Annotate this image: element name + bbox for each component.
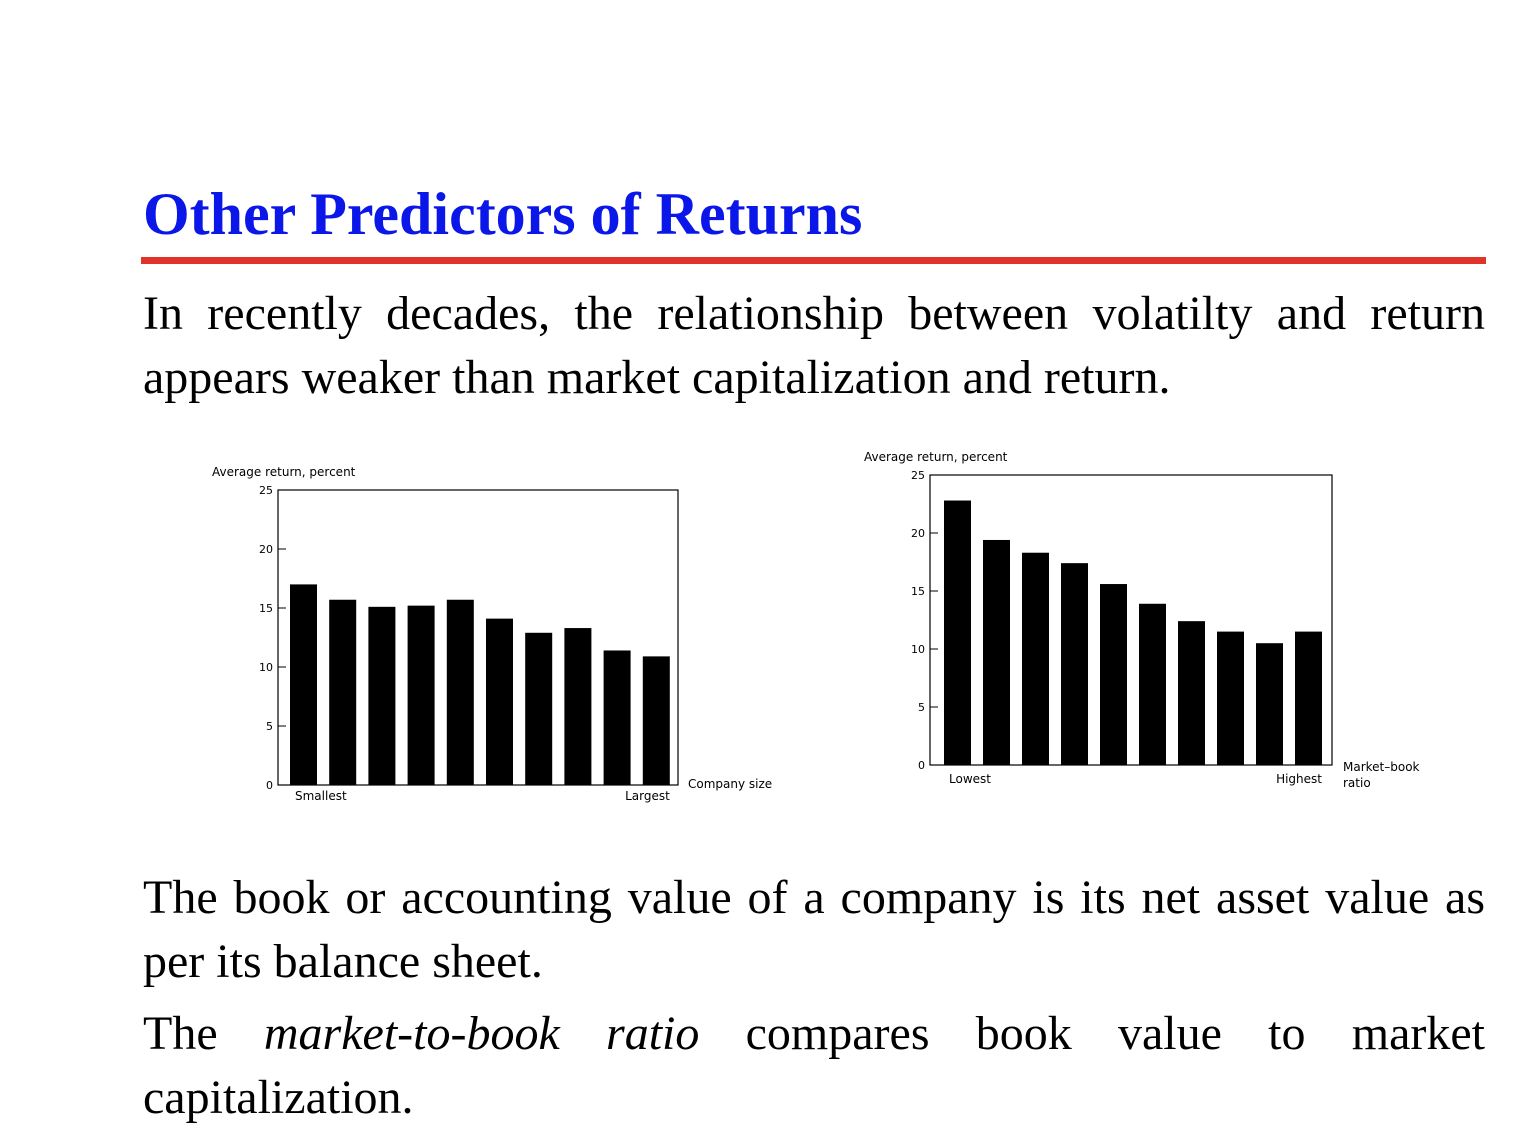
bar — [1295, 631, 1322, 765]
category-label-first: Lowest — [949, 772, 991, 786]
y-tick-label: 0 — [918, 759, 925, 772]
bar — [407, 605, 435, 785]
y-tick-label: 0 — [266, 779, 273, 792]
bar — [486, 618, 513, 785]
category-label-first: Smallest — [295, 789, 347, 803]
bar — [983, 539, 1010, 765]
bar — [368, 606, 396, 785]
y-tick-label: 5 — [266, 720, 273, 733]
market-to-book-paragraph: The market-to-book ratio compares book v… — [143, 1002, 1485, 1130]
y-tick-label: 20 — [911, 527, 925, 540]
bar — [603, 650, 631, 785]
bar — [1256, 643, 1283, 765]
market-book-chart: Average return, percent 0 5 10 15 20 25 Lowest H… — [864, 450, 1420, 790]
y-axis-label: Average return, percent — [864, 450, 1008, 464]
bar — [642, 656, 670, 785]
y-tick-label: 25 — [259, 484, 273, 497]
y-tick-label: 5 — [918, 701, 925, 714]
y-tick-label: 10 — [911, 643, 925, 656]
bar — [1022, 552, 1049, 765]
mtb-suffix: compares book value to market capitaliza… — [143, 1007, 1486, 1124]
category-label-last: Highest — [1276, 772, 1322, 786]
mtb-term: market-to-book ratio — [263, 1007, 700, 1060]
y-tick-label: 10 — [259, 661, 273, 674]
intro-paragraph: In recently decades, the relationship be… — [143, 287, 1485, 404]
bar — [1178, 621, 1205, 765]
title-underline — [141, 257, 1486, 264]
bar — [944, 500, 971, 765]
x-axis-label: Market–book ratio — [1343, 760, 1420, 790]
y-axis-label: Average return, percent — [212, 465, 356, 479]
company-size-chart: Average return, percent 0 5 10 15 20 25 Smalles… — [212, 465, 772, 803]
bar — [290, 584, 317, 785]
y-tick-label: 15 — [259, 602, 273, 615]
x-axis-label: Company size — [688, 777, 772, 791]
bar — [1061, 563, 1088, 765]
bar — [564, 628, 592, 785]
bar — [446, 599, 474, 785]
mtb-prefix: The — [143, 1007, 264, 1060]
bar — [525, 632, 553, 785]
book-value-paragraph: The book or accounting value of a compan… — [143, 871, 1485, 988]
bar — [1100, 584, 1127, 765]
y-tick-label: 15 — [911, 585, 925, 598]
plot-frame — [277, 489, 679, 786]
plot-frame — [929, 474, 1333, 766]
bar — [329, 599, 357, 785]
category-label-last: Largest — [625, 789, 670, 803]
slide-title: Other Predictors of Returns — [143, 181, 863, 247]
y-tick-label: 20 — [259, 543, 273, 556]
y-tick-label: 25 — [911, 469, 925, 482]
bar — [1139, 603, 1166, 765]
bar — [1217, 631, 1244, 765]
